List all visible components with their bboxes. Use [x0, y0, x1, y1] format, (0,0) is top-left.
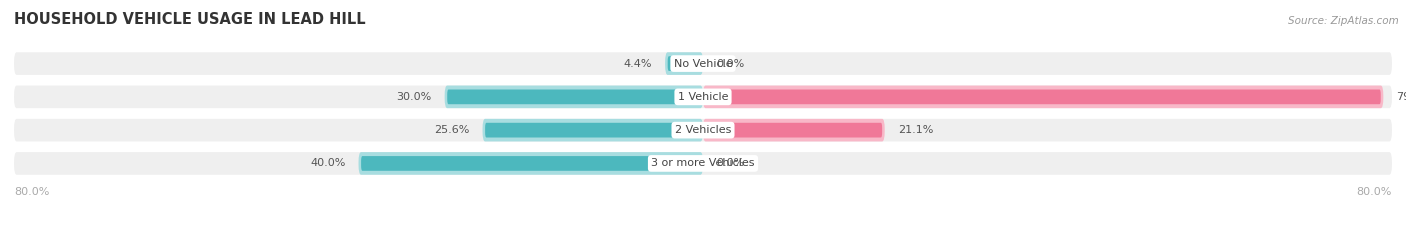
Text: 4.4%: 4.4% [624, 58, 652, 69]
FancyBboxPatch shape [668, 56, 703, 71]
FancyBboxPatch shape [703, 123, 882, 137]
Text: 30.0%: 30.0% [396, 92, 432, 102]
FancyBboxPatch shape [14, 52, 1392, 75]
FancyBboxPatch shape [359, 152, 703, 175]
Text: HOUSEHOLD VEHICLE USAGE IN LEAD HILL: HOUSEHOLD VEHICLE USAGE IN LEAD HILL [14, 12, 366, 27]
FancyBboxPatch shape [703, 86, 1384, 108]
FancyBboxPatch shape [14, 86, 1392, 108]
FancyBboxPatch shape [485, 123, 703, 137]
Text: Source: ZipAtlas.com: Source: ZipAtlas.com [1288, 16, 1399, 26]
Text: No Vehicle: No Vehicle [673, 58, 733, 69]
FancyBboxPatch shape [482, 119, 703, 141]
Text: 2 Vehicles: 2 Vehicles [675, 125, 731, 135]
Text: 1 Vehicle: 1 Vehicle [678, 92, 728, 102]
FancyBboxPatch shape [14, 119, 1392, 141]
FancyBboxPatch shape [665, 52, 703, 75]
FancyBboxPatch shape [703, 119, 884, 141]
Text: 40.0%: 40.0% [311, 158, 346, 168]
Text: 21.1%: 21.1% [897, 125, 934, 135]
Text: 80.0%: 80.0% [1357, 187, 1392, 197]
FancyBboxPatch shape [14, 152, 1392, 175]
Text: 0.0%: 0.0% [716, 58, 744, 69]
Text: 80.0%: 80.0% [14, 187, 49, 197]
FancyBboxPatch shape [447, 89, 703, 104]
Text: 0.0%: 0.0% [716, 158, 744, 168]
Legend: Owner-occupied, Renter-occupied: Owner-occupied, Renter-occupied [585, 230, 821, 233]
FancyBboxPatch shape [361, 156, 703, 171]
FancyBboxPatch shape [703, 89, 1381, 104]
Text: 3 or more Vehicles: 3 or more Vehicles [651, 158, 755, 168]
Text: 25.6%: 25.6% [434, 125, 470, 135]
Text: 79.0%: 79.0% [1396, 92, 1406, 102]
FancyBboxPatch shape [444, 86, 703, 108]
